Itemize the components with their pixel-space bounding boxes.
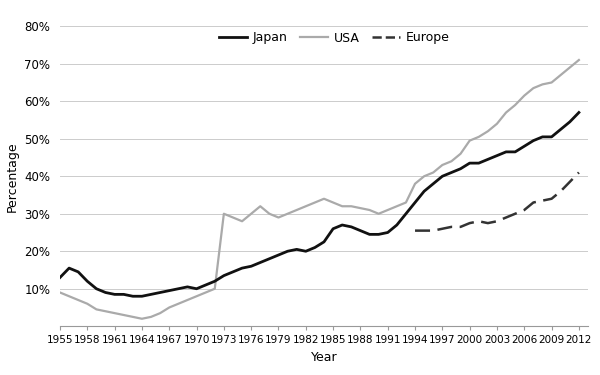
Japan	[412, 182, 419, 186]
Japan	[139, 316, 146, 321]
Europe	[412, 228, 419, 233]
Europe	[448, 225, 455, 229]
USA	[575, 110, 583, 115]
Europe	[430, 228, 437, 233]
Europe	[475, 219, 482, 224]
Europe	[566, 180, 574, 184]
Europe	[539, 198, 546, 203]
Europe	[530, 200, 537, 205]
USA	[184, 285, 191, 289]
Line: USA: USA	[60, 112, 579, 296]
Europe	[502, 215, 509, 220]
Japan	[575, 58, 583, 62]
USA	[502, 150, 509, 154]
Japan	[56, 290, 64, 295]
Japan	[502, 110, 509, 115]
Europe	[548, 196, 555, 201]
Europe	[575, 170, 583, 175]
Europe	[439, 226, 446, 231]
Europe	[421, 228, 428, 233]
Europe	[521, 208, 528, 212]
Europe	[466, 221, 473, 225]
Japan	[193, 294, 200, 298]
Europe	[484, 221, 491, 225]
USA	[56, 275, 64, 280]
Y-axis label: Percentage: Percentage	[6, 141, 19, 212]
USA	[129, 294, 136, 298]
Line: Japan: Japan	[60, 60, 579, 319]
Japan	[448, 159, 455, 164]
USA	[193, 286, 200, 291]
USA	[448, 170, 455, 175]
USA	[412, 200, 419, 205]
Legend: Japan, USA, Europe: Japan, USA, Europe	[214, 27, 455, 50]
USA	[557, 127, 564, 132]
Europe	[493, 219, 500, 224]
Europe	[457, 225, 464, 229]
Line: Europe: Europe	[415, 172, 579, 231]
Europe	[557, 189, 564, 194]
Japan	[184, 298, 191, 302]
X-axis label: Year: Year	[311, 351, 337, 364]
Europe	[512, 211, 519, 216]
Japan	[557, 73, 564, 77]
